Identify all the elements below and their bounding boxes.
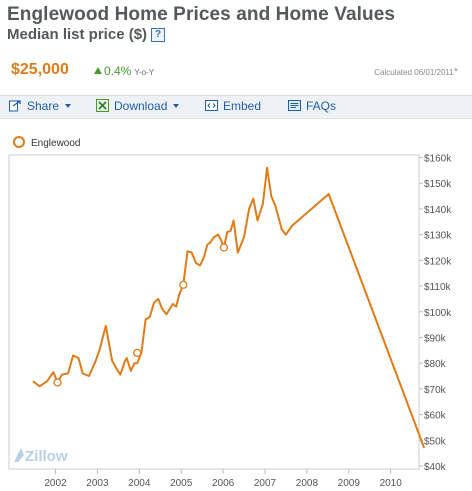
y-tick-label: $160k (424, 154, 452, 165)
x-tick-label: 2007 (254, 478, 277, 489)
y-tick-label: $70k (424, 385, 447, 396)
y-axis: $40k $50k $60k $70k $80k $90k $100k $110k $120k $… (419, 154, 452, 473)
data-point-marker (133, 348, 142, 358)
legend-label: Englewood (31, 138, 81, 149)
toolbar: Share Download Embed FAQs (0, 95, 472, 119)
change-period: Y-o-Y (134, 68, 155, 77)
x-tick-label: 2008 (296, 478, 319, 489)
share-button[interactable]: Share (9, 99, 72, 113)
x-tick-label: 2002 (44, 478, 67, 489)
share-label: Share (27, 99, 60, 113)
page-title: Englewood Home Prices and Home Values (7, 4, 396, 25)
calculated-text: Calculated 06/01/2011 (374, 68, 454, 77)
x-tick-label: 2010 (380, 478, 403, 489)
y-tick-label: $60k (424, 411, 447, 422)
share-icon (9, 100, 21, 112)
y-tick-label: $50k (424, 436, 447, 447)
zillow-watermark: Zillow (14, 448, 68, 465)
y-tick-label: $100k (424, 308, 452, 319)
x-tick-label: 2006 (212, 478, 235, 489)
faqs-label: FAQs (306, 99, 337, 113)
data-point-marker (53, 378, 62, 387)
x-tick-label: 2009 (338, 478, 361, 489)
x-tick-label: 2005 (170, 478, 193, 489)
download-label: Download (114, 99, 168, 113)
y-tick-label: $80k (424, 359, 447, 370)
x-tick-label: 2003 (86, 478, 109, 489)
faqs-button[interactable]: FAQs (288, 99, 336, 113)
chart-subtitle: Median list price ($)? (7, 26, 166, 43)
y-tick-label: $130k (424, 231, 452, 242)
series-englewood (32, 166, 426, 449)
y-tick-label: $110k (424, 282, 452, 293)
up-arrow-icon (94, 67, 102, 74)
yoy-change: 0.4% Y-o-Y (94, 64, 154, 78)
y-tick-label: $150k (424, 179, 452, 190)
subtitle-text: Median list price ($) (7, 26, 148, 43)
download-icon (96, 99, 109, 112)
y-tick-label: $140k (424, 205, 452, 216)
y-tick-label: $40k (424, 462, 447, 473)
watermark-text: Zillow (25, 448, 68, 465)
change-value: 0.4% (104, 64, 132, 78)
series-line (32, 166, 426, 449)
median-price: $25,000 (11, 61, 69, 78)
data-point-marker (179, 280, 188, 289)
data-point-marker (219, 243, 229, 252)
chart-legend[interactable]: Englewood (13, 136, 80, 149)
embed-icon (205, 100, 218, 111)
embed-label: Embed (223, 99, 262, 113)
chevron-down-icon (65, 104, 72, 108)
help-icon[interactable]: ? (151, 28, 166, 42)
x-axis: 2002 2003 2004 2005 2006 2007 2008 2009 2010 (44, 469, 402, 489)
footnote-mark: * (453, 66, 458, 78)
calculated-date: Calculated 06/01/2011* (374, 66, 458, 78)
chevron-down-icon (173, 104, 180, 108)
download-button[interactable]: Download (96, 99, 180, 113)
embed-button[interactable]: Embed (205, 99, 261, 113)
zillow-logo-icon (14, 448, 24, 462)
legend-marker-icon (13, 136, 25, 148)
y-tick-label: $120k (424, 256, 452, 267)
plot-area (8, 154, 420, 470)
faqs-icon (288, 100, 301, 111)
y-tick-label: $90k (424, 333, 447, 344)
x-tick-label: 2004 (128, 478, 151, 489)
